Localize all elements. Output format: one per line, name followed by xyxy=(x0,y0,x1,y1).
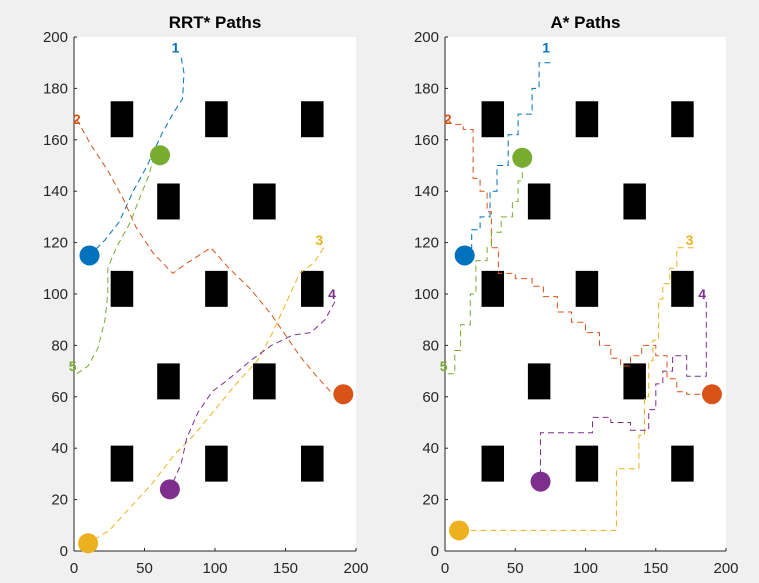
path-label-3: 3 xyxy=(686,232,694,248)
obstacle xyxy=(301,445,324,482)
y-tick-label: 160 xyxy=(43,132,68,149)
chart-title: A* Paths xyxy=(551,13,621,32)
y-tick-label: 200 xyxy=(414,29,439,46)
obstacle xyxy=(157,183,180,220)
obstacle xyxy=(527,183,551,220)
path-line-3 xyxy=(459,247,694,531)
obstacle xyxy=(205,445,228,482)
y-tick-label: 0 xyxy=(431,543,439,560)
obstacle xyxy=(671,445,694,482)
path-line-5 xyxy=(447,160,523,375)
path-label-4: 4 xyxy=(698,286,706,302)
obstacle xyxy=(110,270,134,307)
path-line-4 xyxy=(540,301,707,474)
path-line-5 xyxy=(76,155,155,375)
y-tick-label: 120 xyxy=(43,235,68,252)
obstacle xyxy=(110,101,134,138)
x-tick-label: 50 xyxy=(136,560,153,577)
path-line-2 xyxy=(447,118,712,395)
obstacle xyxy=(253,183,276,220)
y-tick-label: 20 xyxy=(422,492,439,509)
obstacle xyxy=(623,183,646,220)
y-tick-label: 140 xyxy=(43,183,68,200)
x-tick-label: 50 xyxy=(507,560,524,577)
path-label-5: 5 xyxy=(440,358,448,374)
obstacle xyxy=(301,270,324,307)
path-line-1 xyxy=(464,62,551,256)
y-tick-label: 180 xyxy=(414,80,439,97)
x-tick-label: 200 xyxy=(713,560,738,577)
obstacle xyxy=(301,101,324,138)
goal-marker-4 xyxy=(530,471,551,492)
path-label-2: 2 xyxy=(73,111,81,127)
obstacle xyxy=(253,363,276,400)
goal-marker-1 xyxy=(454,245,475,266)
y-tick-label: 60 xyxy=(51,389,68,406)
obstacle xyxy=(481,101,505,138)
obstacle xyxy=(481,445,505,482)
x-tick-label: 100 xyxy=(573,560,598,577)
y-tick-label: 60 xyxy=(422,389,439,406)
goal-marker-2 xyxy=(701,384,722,405)
obstacle xyxy=(671,101,694,138)
path-line-4 xyxy=(169,301,336,490)
y-tick-label: 20 xyxy=(51,492,68,509)
obstacle xyxy=(205,101,228,138)
y-tick-label: 40 xyxy=(422,440,439,457)
goal-marker-3 xyxy=(78,533,99,554)
obstacle xyxy=(527,363,551,400)
obstacle xyxy=(575,270,599,307)
y-tick-label: 120 xyxy=(414,235,439,252)
y-tick-label: 0 xyxy=(60,543,68,560)
rrt-panel: 0 50 100 150 200 0 20 40 60 80 100 120 140 160 180 200 R… xyxy=(43,13,369,577)
x-tick-label: 0 xyxy=(70,560,78,577)
obstacle xyxy=(110,445,134,482)
obstacle xyxy=(575,101,599,138)
y-tick-label: 160 xyxy=(414,132,439,149)
y-tick-label: 80 xyxy=(422,337,439,354)
obstacle xyxy=(671,270,694,307)
path-line-2 xyxy=(76,118,344,395)
y-tick-label: 40 xyxy=(51,440,68,457)
x-tick-label: 200 xyxy=(343,560,368,577)
path-label-1: 1 xyxy=(542,39,550,55)
path-label-4: 4 xyxy=(328,286,336,302)
x-tick-label: 150 xyxy=(643,560,668,577)
astar-panel: 0 50 100 150 200 0 20 40 60 80 100 120 140 160 180 200 A… xyxy=(414,13,739,577)
y-tick-label: 180 xyxy=(43,80,68,97)
y-tick-label: 80 xyxy=(51,337,68,354)
y-tick-label: 140 xyxy=(414,183,439,200)
obstacle xyxy=(575,445,599,482)
path-label-1: 1 xyxy=(172,39,180,55)
obstacle xyxy=(157,363,180,400)
goal-marker-3 xyxy=(449,520,470,541)
path-line-3 xyxy=(87,247,325,544)
y-tick-label: 100 xyxy=(43,286,68,303)
y-tick-label: 200 xyxy=(43,29,68,46)
path-label-2: 2 xyxy=(444,111,452,127)
goal-marker-4 xyxy=(159,479,180,500)
goal-marker-5 xyxy=(512,147,533,168)
x-tick-label: 150 xyxy=(273,560,298,577)
chart-title: RRT* Paths xyxy=(169,13,262,32)
obstacle xyxy=(481,270,505,307)
obstacle xyxy=(623,363,646,400)
obstacle xyxy=(205,270,228,307)
y-tick-label: 100 xyxy=(414,286,439,303)
x-tick-label: 0 xyxy=(441,560,449,577)
path-label-5: 5 xyxy=(69,358,77,374)
goal-marker-2 xyxy=(333,384,354,405)
goal-marker-1 xyxy=(79,245,100,266)
x-tick-label: 100 xyxy=(202,560,227,577)
path-label-3: 3 xyxy=(315,232,323,248)
goal-marker-5 xyxy=(150,145,171,166)
